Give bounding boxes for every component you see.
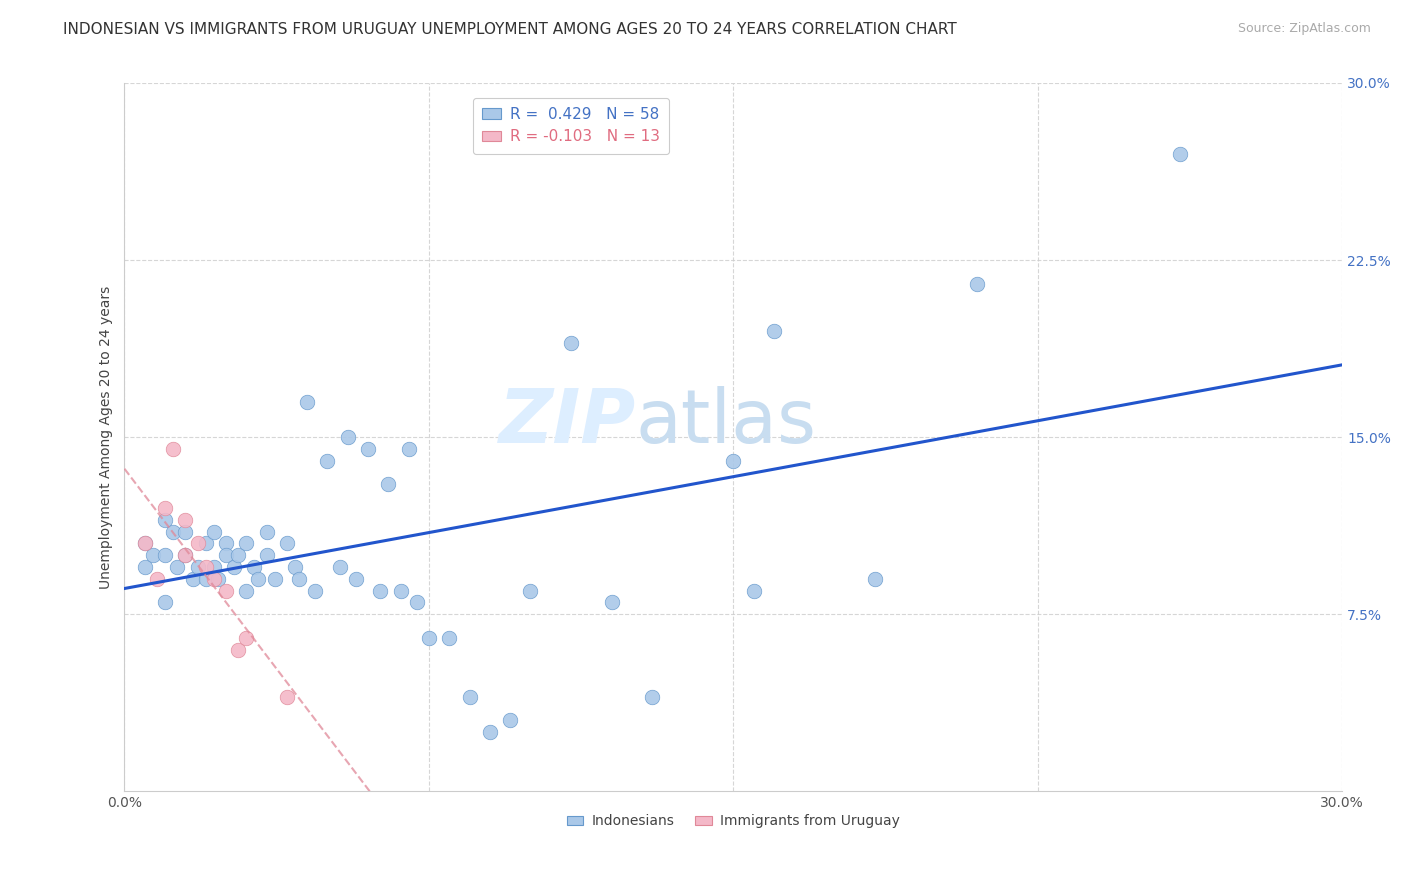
- Point: [153, 513, 176, 527]
- Point: [194, 572, 217, 586]
- Point: [134, 536, 156, 550]
- Point: [966, 277, 988, 291]
- Point: [247, 572, 270, 586]
- Point: [166, 560, 188, 574]
- Point: [153, 548, 176, 562]
- Point: [865, 572, 887, 586]
- Point: [284, 560, 307, 574]
- Point: [215, 583, 238, 598]
- Point: [405, 595, 427, 609]
- Point: [153, 595, 176, 609]
- Point: [207, 572, 229, 586]
- Text: Source: ZipAtlas.com: Source: ZipAtlas.com: [1237, 22, 1371, 36]
- Point: [742, 583, 765, 598]
- Point: [174, 513, 197, 527]
- Point: [519, 583, 541, 598]
- Point: [560, 335, 582, 350]
- Point: [336, 430, 359, 444]
- Point: [437, 631, 460, 645]
- Point: [357, 442, 380, 456]
- Point: [276, 690, 298, 704]
- Point: [641, 690, 664, 704]
- Point: [215, 548, 238, 562]
- Point: [174, 548, 197, 562]
- Point: [222, 560, 245, 574]
- Point: [478, 725, 501, 739]
- Point: [162, 442, 184, 456]
- Point: [134, 536, 156, 550]
- Point: [600, 595, 623, 609]
- Text: ZIP: ZIP: [499, 386, 636, 459]
- Point: [398, 442, 420, 456]
- Point: [368, 583, 391, 598]
- Point: [194, 560, 217, 574]
- Point: [134, 560, 156, 574]
- Point: [329, 560, 352, 574]
- Point: [276, 536, 298, 550]
- Point: [723, 453, 745, 467]
- Point: [186, 560, 208, 574]
- Point: [499, 714, 522, 728]
- Point: [202, 572, 225, 586]
- Point: [226, 548, 249, 562]
- Point: [389, 583, 412, 598]
- Point: [235, 583, 257, 598]
- Point: [316, 453, 339, 467]
- Point: [418, 631, 440, 645]
- Point: [162, 524, 184, 539]
- Point: [174, 524, 197, 539]
- Text: atlas: atlas: [636, 386, 817, 459]
- Point: [256, 524, 278, 539]
- Point: [256, 548, 278, 562]
- Point: [183, 572, 205, 586]
- Point: [344, 572, 367, 586]
- Point: [235, 536, 257, 550]
- Point: [146, 572, 169, 586]
- Point: [762, 324, 785, 338]
- Point: [1168, 146, 1191, 161]
- Text: INDONESIAN VS IMMIGRANTS FROM URUGUAY UNEMPLOYMENT AMONG AGES 20 TO 24 YEARS COR: INDONESIAN VS IMMIGRANTS FROM URUGUAY UN…: [63, 22, 957, 37]
- Point: [304, 583, 326, 598]
- Point: [243, 560, 266, 574]
- Point: [194, 536, 217, 550]
- Point: [226, 642, 249, 657]
- Y-axis label: Unemployment Among Ages 20 to 24 years: Unemployment Among Ages 20 to 24 years: [100, 285, 114, 589]
- Point: [288, 572, 311, 586]
- Point: [458, 690, 481, 704]
- Point: [295, 394, 318, 409]
- Point: [377, 477, 399, 491]
- Point: [202, 524, 225, 539]
- Point: [202, 560, 225, 574]
- Point: [142, 548, 165, 562]
- Point: [235, 631, 257, 645]
- Point: [263, 572, 285, 586]
- Point: [186, 536, 208, 550]
- Point: [174, 548, 197, 562]
- Point: [153, 500, 176, 515]
- Legend: Indonesians, Immigrants from Uruguay: Indonesians, Immigrants from Uruguay: [561, 809, 905, 834]
- Point: [215, 536, 238, 550]
